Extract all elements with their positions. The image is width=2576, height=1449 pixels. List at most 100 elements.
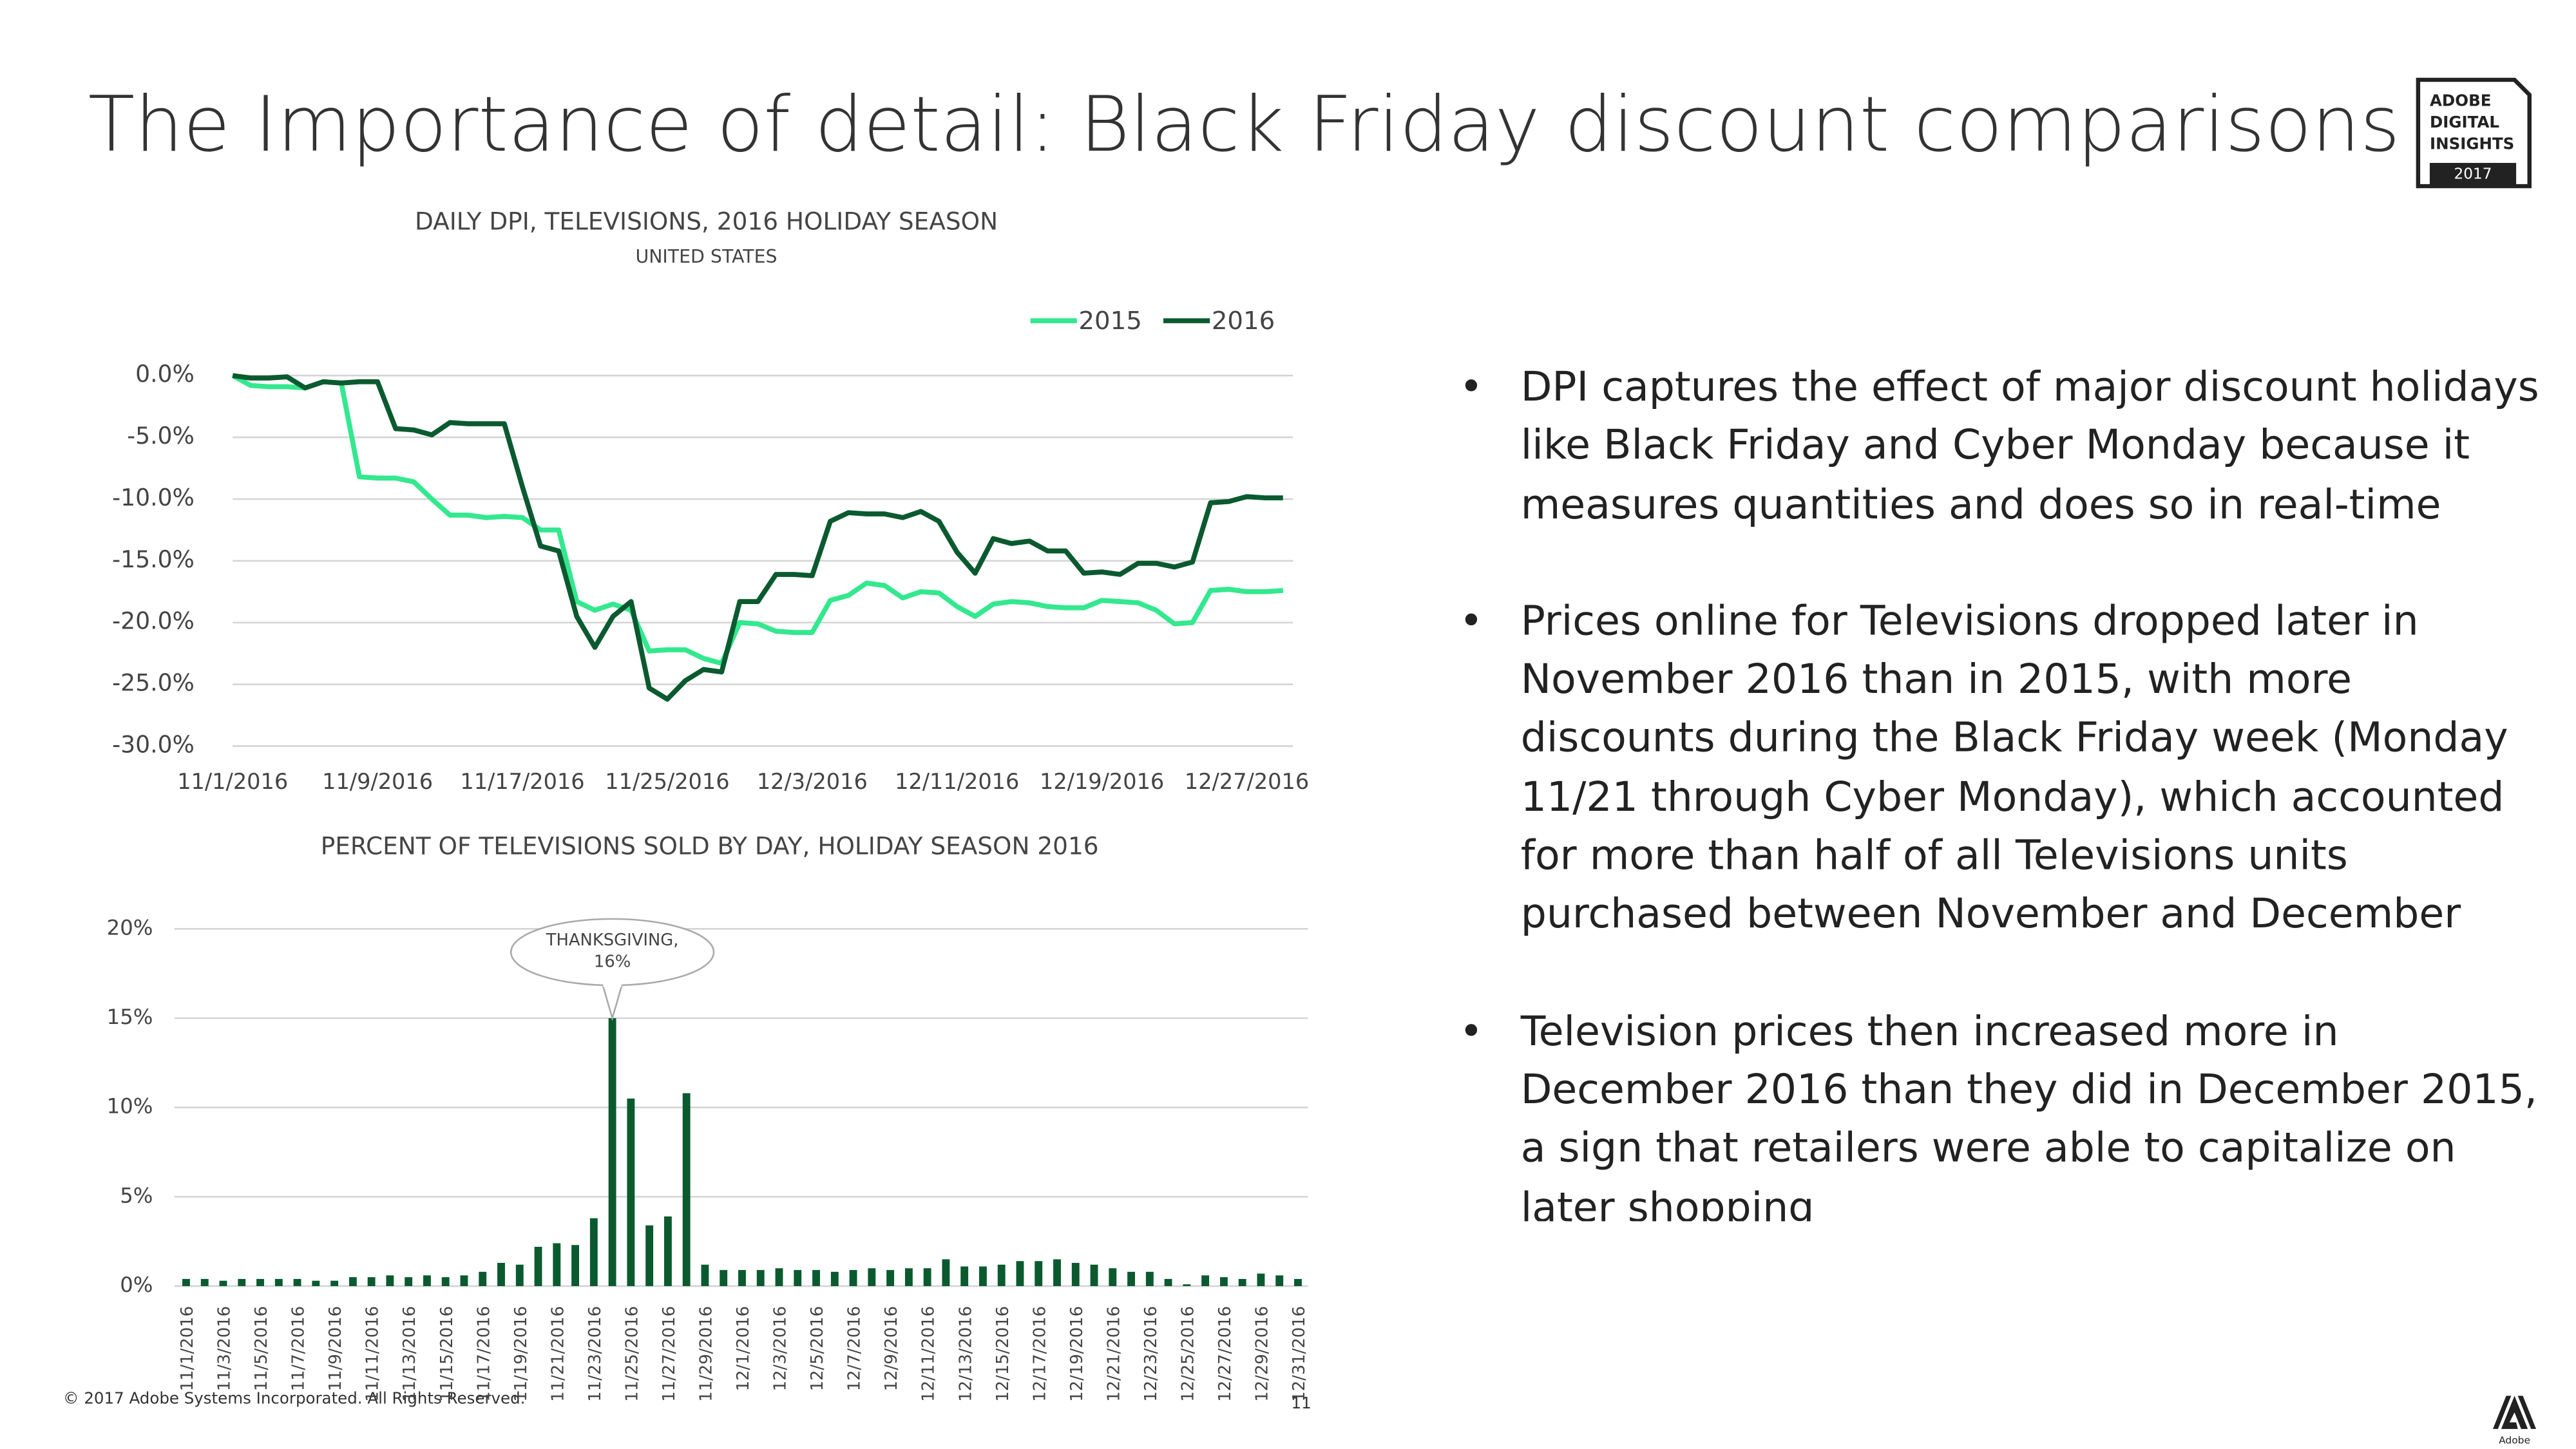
x-tick-label: 12/23/2016 (1141, 1306, 1161, 1402)
bar (960, 1266, 969, 1287)
x-tick-label: 12/11/2016 (895, 769, 1019, 794)
bar (515, 1264, 524, 1287)
chart: PERCENT OF TELEVISIONS SOLD BY DAY, HOLI… (107, 831, 1309, 1401)
bar (367, 1277, 376, 1287)
footer: © 2017 Adobe Systems Incorporated. All R… (63, 1388, 525, 1407)
x-tick-label: 11/17/2016 (474, 1306, 493, 1402)
x-tick-label: 11/17/2016 (460, 769, 584, 794)
bar (645, 1225, 654, 1287)
bar (1219, 1277, 1228, 1287)
bar (886, 1270, 895, 1287)
x-tick-label: 11/5/2016 (252, 1306, 271, 1391)
bar (423, 1275, 431, 1287)
bar (274, 1278, 283, 1287)
bar (627, 1098, 635, 1287)
bar (812, 1270, 820, 1287)
bar (534, 1247, 542, 1287)
logo-frame (2416, 77, 2532, 189)
x-tick-label: 12/13/2016 (956, 1306, 975, 1402)
line-series (231, 373, 1284, 666)
bar (589, 1218, 598, 1287)
callout (601, 983, 624, 1021)
bar (1164, 1278, 1172, 1287)
brand-logo: Adobe (2493, 1396, 2537, 1446)
bar (1145, 1271, 1154, 1287)
x-tick-label: 12/19/2016 (1040, 769, 1164, 794)
x-tick-label: 11/13/2016 (400, 1306, 419, 1402)
y-tick-label: 5% (120, 1183, 153, 1208)
bullet-list: DPI captures the effect of major discoun… (1459, 357, 2539, 1222)
y-tick-label: 15% (107, 1005, 153, 1029)
legend-label: 2015 (1078, 307, 1141, 336)
bullet: Television prices then increased more in… (1459, 1001, 2539, 1221)
logo-line: INSIGHTS (2430, 135, 2514, 153)
x-tick-label: 12/31/2016 (1290, 1306, 1309, 1402)
bullet: Prices online for Televisions dropped la… (1459, 591, 2539, 943)
bar (200, 1278, 209, 1287)
x-tick-label: 11/1/2016 (177, 769, 288, 794)
bar (553, 1243, 561, 1287)
annotation: THANKSGIVING, (546, 931, 679, 950)
bar (1127, 1271, 1136, 1287)
x-tick-label: 11/9/2016 (322, 769, 433, 794)
bar (386, 1275, 394, 1287)
y-tick-label: -5.0% (127, 422, 195, 450)
x-tick-label: 11/21/2016 (548, 1306, 568, 1402)
x-tick-label: 12/15/2016 (993, 1306, 1013, 1402)
callout-join (603, 980, 622, 987)
bar (663, 1216, 672, 1287)
x-tick-label: 11/27/2016 (660, 1306, 679, 1402)
bar (923, 1268, 931, 1287)
bar (330, 1280, 339, 1287)
bar (312, 1280, 320, 1287)
logo-line: DIGITAL (2430, 113, 2499, 131)
logo-line: ADOBE (2430, 91, 2492, 109)
x-tick-label: 12/11/2016 (919, 1306, 939, 1402)
bar (182, 1278, 190, 1287)
x-tick-label: 12/25/2016 (1178, 1306, 1197, 1402)
slide-title: The Importance of detail: Black Friday d… (88, 80, 2400, 169)
bar (441, 1277, 450, 1287)
bar (608, 1018, 616, 1287)
bar (1238, 1278, 1246, 1287)
y-tick-label: 10% (107, 1094, 153, 1119)
x-tick-label: 12/27/2016 (1185, 769, 1309, 794)
bar (1016, 1261, 1024, 1287)
bar (460, 1275, 468, 1287)
bar (256, 1278, 264, 1287)
bar (701, 1264, 709, 1287)
x-tick-label: 11/7/2016 (289, 1306, 309, 1391)
logo: ADOBE DIGITAL INSIGHTS 2017 (2416, 77, 2532, 189)
bar (1090, 1264, 1098, 1287)
x-tick-label: 11/25/2016 (622, 1306, 642, 1402)
x-tick-label: 12/19/2016 (1067, 1306, 1087, 1402)
bar (405, 1277, 413, 1287)
x-tick-label: 12/3/2016 (771, 1306, 790, 1391)
bar (794, 1270, 802, 1287)
x-tick-label: 12/21/2016 (1104, 1306, 1123, 1402)
bar (1201, 1275, 1210, 1287)
x-tick-label: 12/9/2016 (882, 1306, 901, 1391)
bar (942, 1259, 950, 1287)
x-tick-label: 11/23/2016 (586, 1306, 605, 1402)
bar (997, 1264, 1006, 1287)
y-tick-label: -10.0% (112, 484, 195, 511)
x-tick-label: 11/11/2016 (363, 1306, 383, 1402)
x-tick-label: 12/7/2016 (845, 1306, 864, 1391)
bar (479, 1271, 487, 1287)
x-tick-label: 12/3/2016 (757, 769, 868, 794)
x-tick-label: 11/1/2016 (178, 1306, 197, 1391)
y-tick-label: 0.0% (135, 360, 195, 388)
brand-name: Adobe (2499, 1434, 2530, 1446)
bar (849, 1270, 857, 1287)
bar (1071, 1262, 1080, 1287)
bar (1053, 1259, 1061, 1287)
logo-year-box (2429, 162, 2517, 185)
brand-mark (2493, 1396, 2512, 1429)
bar (1035, 1261, 1043, 1287)
bar (868, 1268, 876, 1287)
bar (1294, 1278, 1302, 1287)
legend-label: 2016 (1212, 307, 1275, 336)
line-series (232, 373, 1283, 702)
